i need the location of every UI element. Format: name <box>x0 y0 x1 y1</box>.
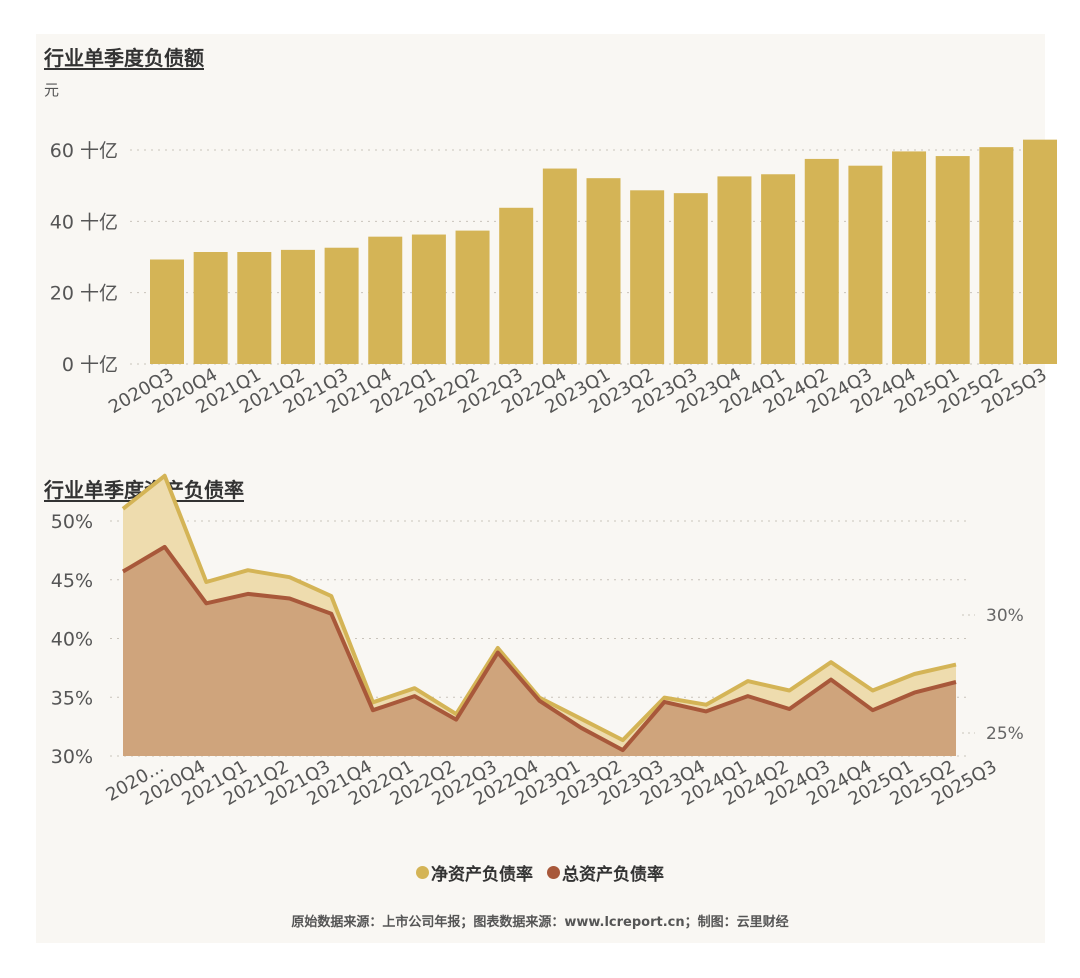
bar-2022Q3 <box>499 207 534 364</box>
bar-y-tick-label: 20 十亿 <box>50 283 118 305</box>
area-chart: 30%35%40%45%50%25%30%2020...2020Q42021Q1… <box>51 473 1024 810</box>
total-debt-ratio-area <box>123 546 956 756</box>
area-y-tick-label-left: 30% <box>51 746 93 768</box>
bar-2024Q3 <box>848 165 883 364</box>
area-y-tick-label-left: 35% <box>51 687 93 709</box>
legend-dot-net <box>416 866 430 879</box>
bar-2023Q3 <box>673 193 708 364</box>
bar-y-tick-label: 60 十亿 <box>50 140 118 162</box>
bar-y-tick-label: 40 十亿 <box>50 211 118 233</box>
bar-2021Q4 <box>368 236 403 364</box>
bar-2021Q3 <box>324 247 359 364</box>
area-y-tick-label-left: 40% <box>51 629 93 651</box>
bar-2021Q2 <box>280 249 315 364</box>
legend-item-net: 净资产负债率 <box>416 860 533 885</box>
bar-2023Q2 <box>630 190 665 364</box>
source-note: 原始数据来源：上市公司年报；图表数据来源：www.lcreport.cn；制图：… <box>291 915 789 930</box>
bar-2023Q4 <box>717 176 752 364</box>
area-y-tick-label-left: 50% <box>51 511 93 533</box>
bar-2020Q4 <box>193 252 228 364</box>
bar-2024Q4 <box>892 151 927 364</box>
area-y-tick-label-right: 30% <box>986 606 1024 626</box>
bar-2025Q3 <box>1023 139 1057 364</box>
area-y-tick-label-right: 25% <box>986 724 1024 744</box>
bar-chart-unit: 元 <box>44 81 60 99</box>
area-y-tick-label-left: 45% <box>51 570 93 592</box>
legend-item-total: 总资产负债率 <box>546 860 664 885</box>
legend-label-total: 总资产负债率 <box>561 865 664 885</box>
bar-2021Q1 <box>237 252 272 364</box>
bar-2022Q4 <box>542 168 577 364</box>
legend: 净资产负债率 总资产负债率 <box>0 860 1080 885</box>
bar-y-tick-label: 0 十亿 <box>62 354 118 376</box>
legend-label-net: 净资产负债率 <box>431 865 534 885</box>
bar-chart-title: 行业单季度负债额 <box>44 46 204 70</box>
legend-dot-total <box>546 866 560 879</box>
net-debt-ratio-line <box>121 473 957 743</box>
bar-2025Q1 <box>935 156 970 364</box>
bar-2025Q2 <box>979 147 1014 364</box>
bar-2024Q2 <box>804 158 839 364</box>
bar-2022Q1 <box>411 234 446 364</box>
bar-2020Q3 <box>150 259 184 364</box>
total-debt-ratio-line <box>121 544 957 753</box>
bar-2024Q1 <box>761 174 796 364</box>
bar-2022Q2 <box>455 230 490 364</box>
bar-2023Q1 <box>586 178 621 364</box>
